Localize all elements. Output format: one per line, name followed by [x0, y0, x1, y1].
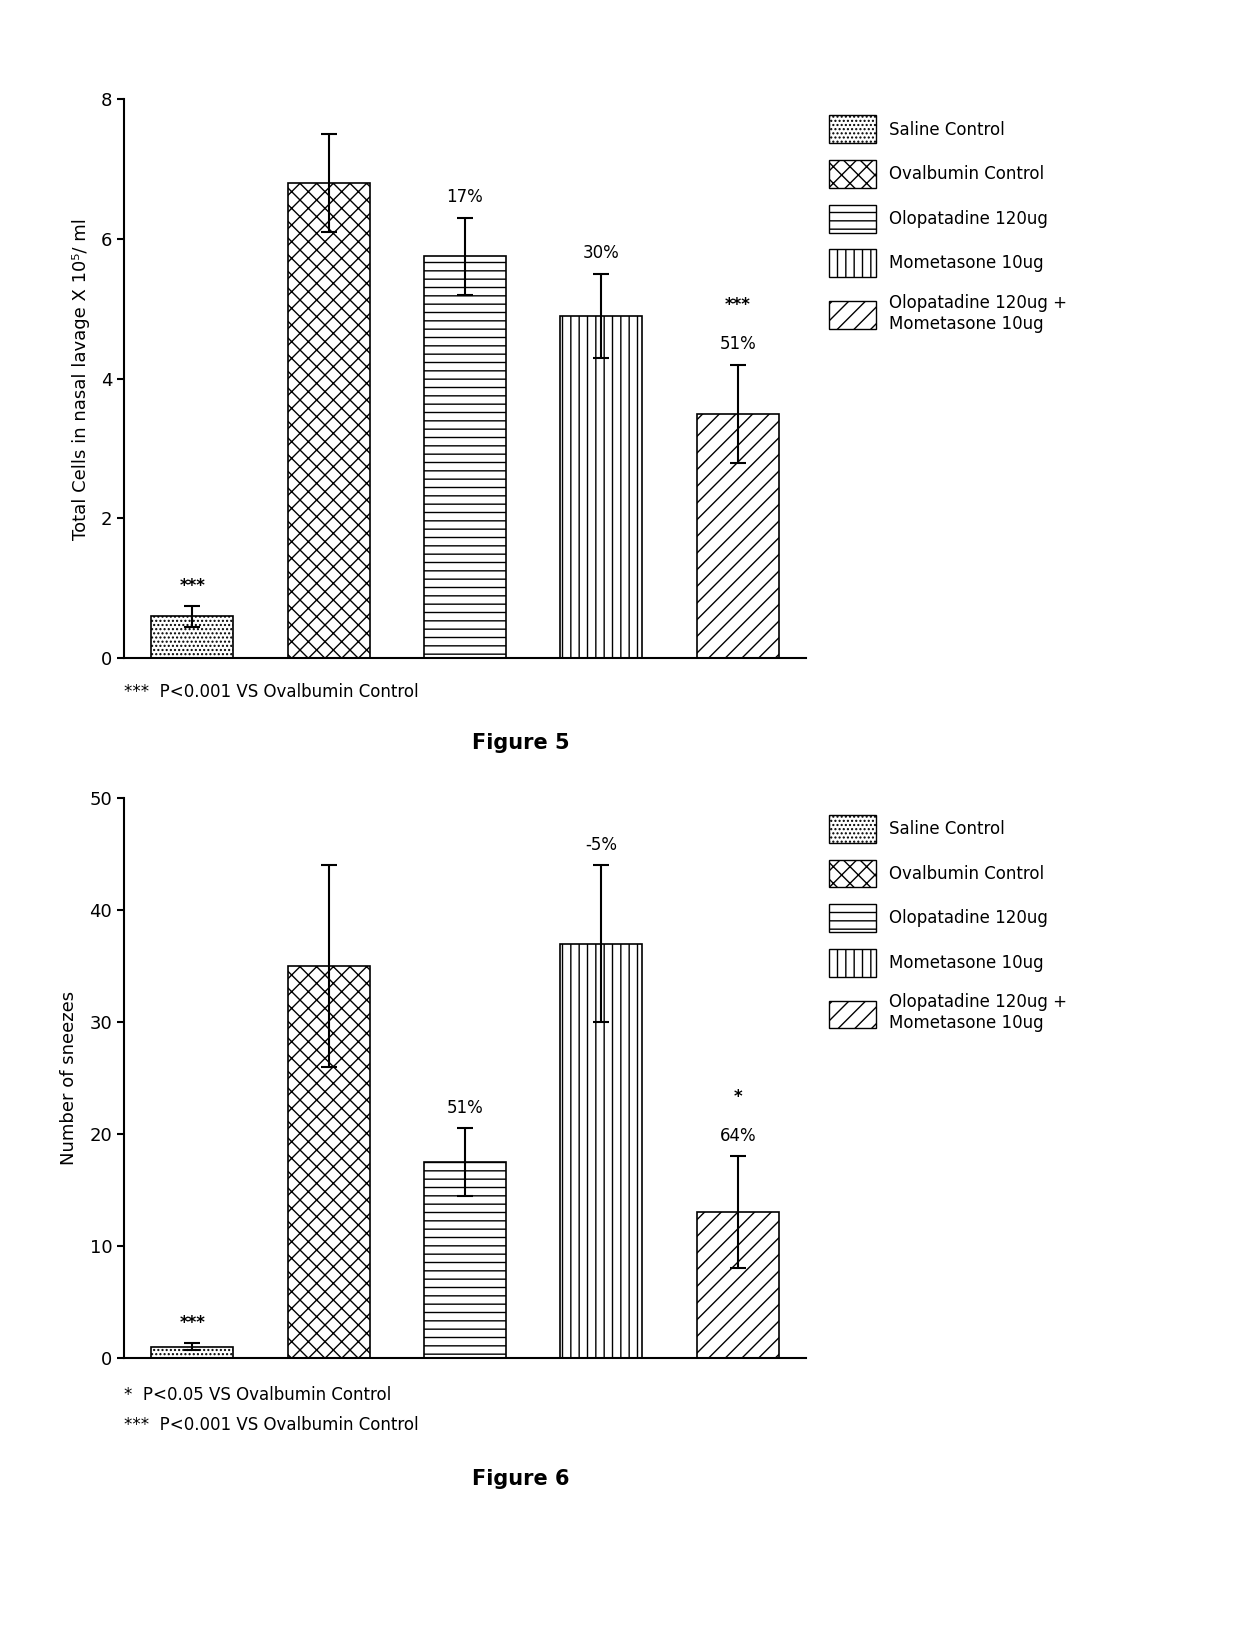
Text: *: *	[734, 1088, 742, 1106]
Bar	[697, 413, 779, 658]
Text: Figure 6: Figure 6	[472, 1468, 569, 1488]
Text: Figure 5: Figure 5	[472, 732, 569, 752]
Text: ***: ***	[180, 1314, 205, 1332]
Y-axis label: Number of sneezes: Number of sneezes	[61, 991, 78, 1165]
Text: 64%: 64%	[719, 1128, 756, 1146]
Text: 17%: 17%	[446, 189, 484, 206]
Text: 30%: 30%	[583, 245, 620, 262]
Text: ***: ***	[725, 296, 750, 314]
Text: ***: ***	[180, 576, 205, 594]
Text: -5%: -5%	[585, 836, 618, 854]
Legend: Saline Control, Ovalbumin Control, Olopatadine 120ug, Mometasone 10ug, Olopatadi: Saline Control, Ovalbumin Control, Olopa…	[821, 107, 1076, 341]
Bar	[288, 966, 370, 1358]
Bar	[151, 617, 233, 658]
Bar	[424, 1162, 506, 1358]
Text: ***  P<0.001 VS Ovalbumin Control: *** P<0.001 VS Ovalbumin Control	[124, 683, 419, 701]
Bar	[697, 1213, 779, 1358]
Bar	[560, 943, 642, 1358]
Text: 51%: 51%	[446, 1100, 484, 1118]
Text: 51%: 51%	[719, 336, 756, 354]
Bar	[288, 183, 370, 658]
Y-axis label: Total Cells in nasal lavage X 10⁵/ ml: Total Cells in nasal lavage X 10⁵/ ml	[72, 217, 89, 540]
Legend: Saline Control, Ovalbumin Control, Olopatadine 120ug, Mometasone 10ug, Olopatadi: Saline Control, Ovalbumin Control, Olopa…	[821, 807, 1076, 1040]
Text: ***  P<0.001 VS Ovalbumin Control: *** P<0.001 VS Ovalbumin Control	[124, 1416, 419, 1434]
Bar	[560, 316, 642, 658]
Bar	[424, 257, 506, 658]
Bar	[151, 1346, 233, 1358]
Text: *  P<0.05 VS Ovalbumin Control: * P<0.05 VS Ovalbumin Control	[124, 1386, 392, 1404]
